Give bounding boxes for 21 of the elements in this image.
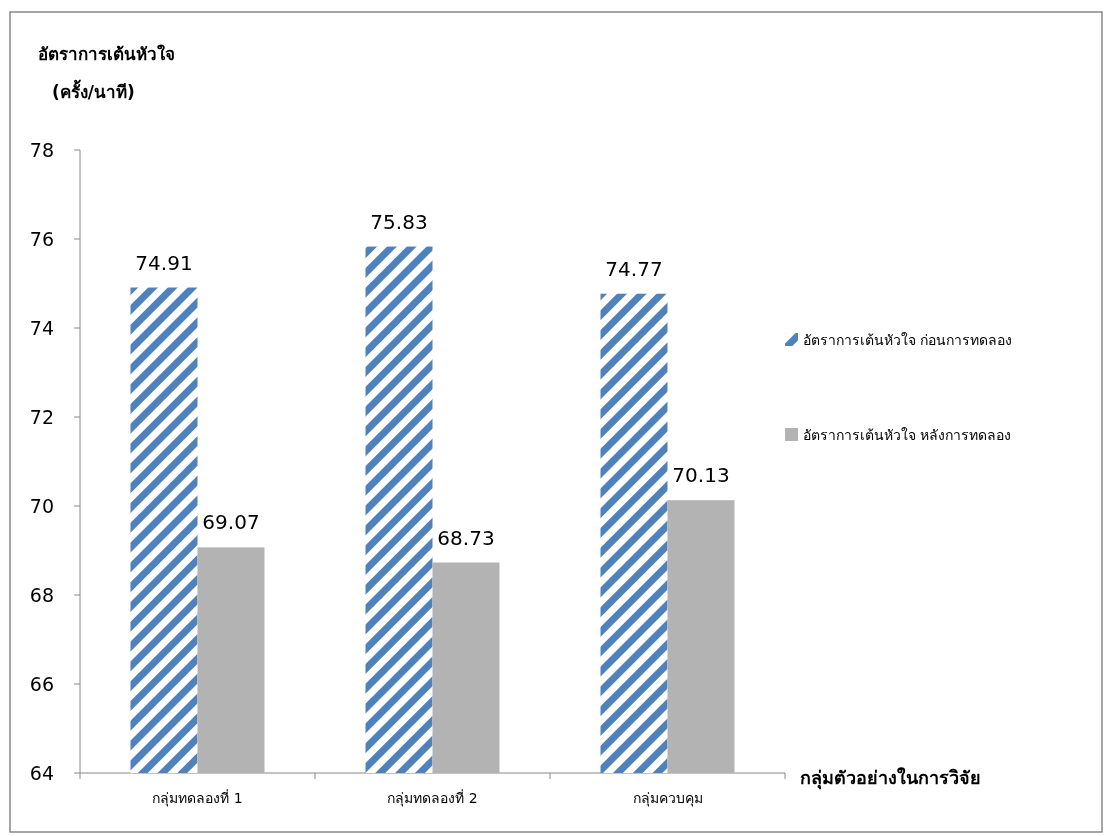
y-tick-label: 72 <box>29 406 54 428</box>
x-tick-label: กลุ่มทดลองที่ 2 <box>387 789 478 807</box>
data-label: 74.91 <box>135 250 193 275</box>
y-axis-title: อัตราการเต้นหัวใจ (ครั้ง/นาที) <box>38 44 175 102</box>
data-label: 68.73 <box>437 525 495 550</box>
data-label: 70.13 <box>672 463 730 488</box>
data-label: 74.77 <box>605 256 663 281</box>
data-label: 75.83 <box>370 209 428 234</box>
y-tick-label: 66 <box>29 673 54 695</box>
legend-label: อัตราการเต้นหัวใจ ก่อนการทดลอง <box>803 332 1013 348</box>
legend-label: อัตราการเต้นหัวใจ หลังการทดลอง <box>803 427 1012 443</box>
x-axis-title: กลุ่มตัวอย่างในการวิจัย <box>800 767 981 790</box>
y-tick-label: 64 <box>29 762 54 784</box>
y-tick-label: 74 <box>29 317 54 339</box>
x-tick-label: กลุ่มทดลองที่ 1 <box>152 789 243 807</box>
y-tick-label: 78 <box>29 139 54 161</box>
x-tick-label: กลุ่มควบคุม <box>632 790 703 807</box>
y-tick-label: 76 <box>29 228 54 250</box>
y-tick-label: 70 <box>29 495 54 517</box>
y-tick-label: 68 <box>29 584 54 606</box>
data-label: 69.07 <box>202 510 260 535</box>
